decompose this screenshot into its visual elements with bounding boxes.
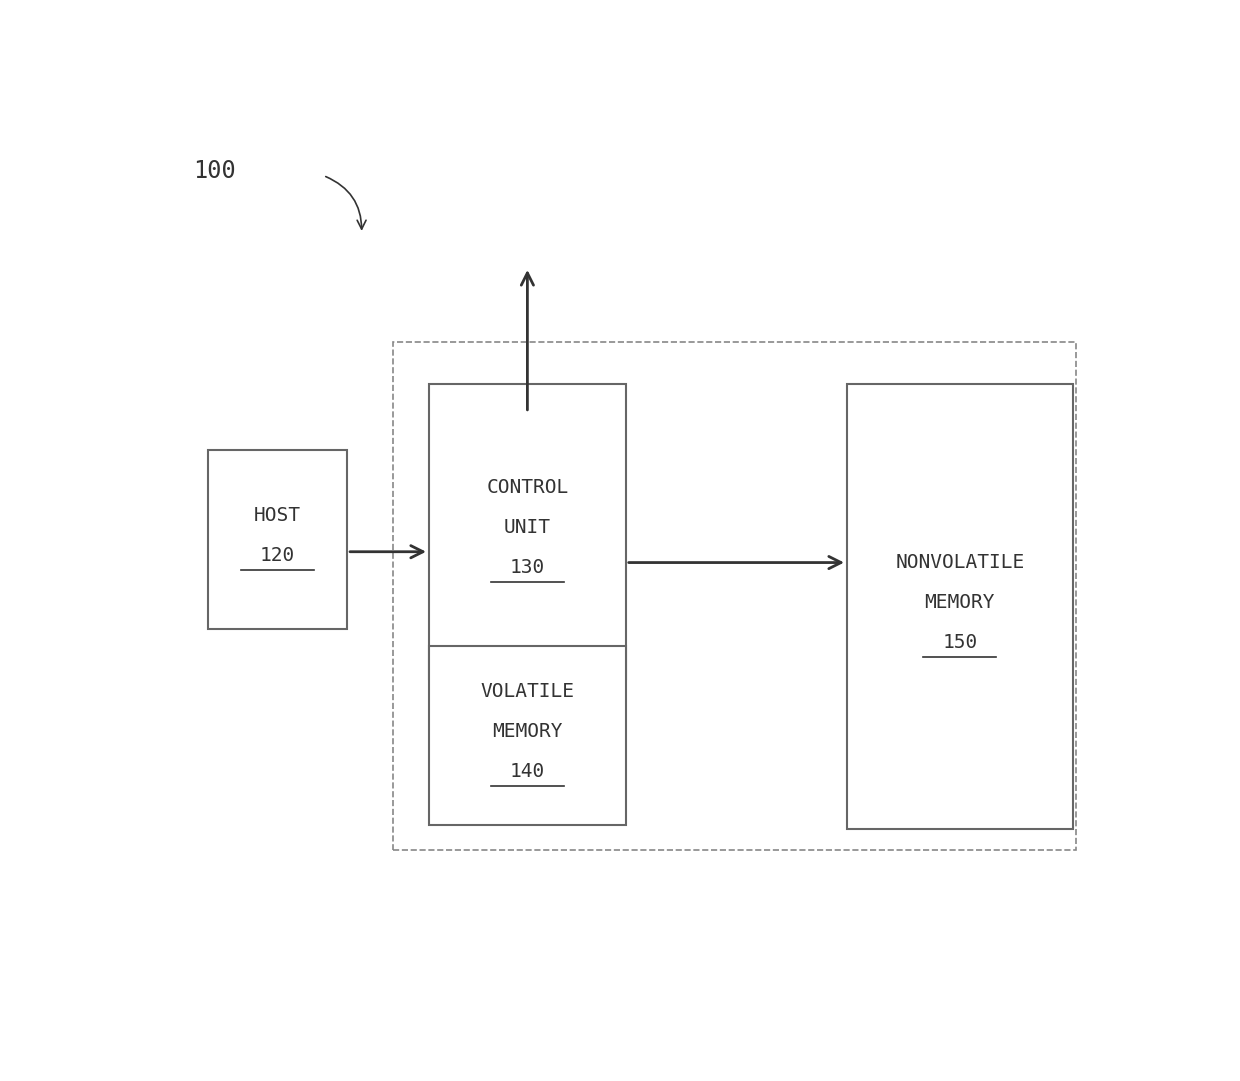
Bar <box>429 645 626 825</box>
Bar <box>393 342 1075 850</box>
Text: CONTROL: CONTROL <box>486 478 568 497</box>
Text: 150: 150 <box>942 632 977 652</box>
Text: HOST: HOST <box>254 506 301 525</box>
Bar <box>847 384 1073 829</box>
Text: NONVOLATILE: NONVOLATILE <box>895 552 1024 572</box>
Text: 130: 130 <box>510 558 546 576</box>
Bar <box>429 384 626 679</box>
Text: UNIT: UNIT <box>503 518 551 536</box>
Text: 100: 100 <box>193 159 236 183</box>
Bar <box>208 450 347 629</box>
Text: 120: 120 <box>260 546 295 565</box>
Text: MEMORY: MEMORY <box>492 722 563 740</box>
Text: MEMORY: MEMORY <box>925 592 994 612</box>
FancyArrowPatch shape <box>326 176 366 229</box>
Text: 140: 140 <box>510 761 546 780</box>
Text: VOLATILE: VOLATILE <box>480 682 574 700</box>
